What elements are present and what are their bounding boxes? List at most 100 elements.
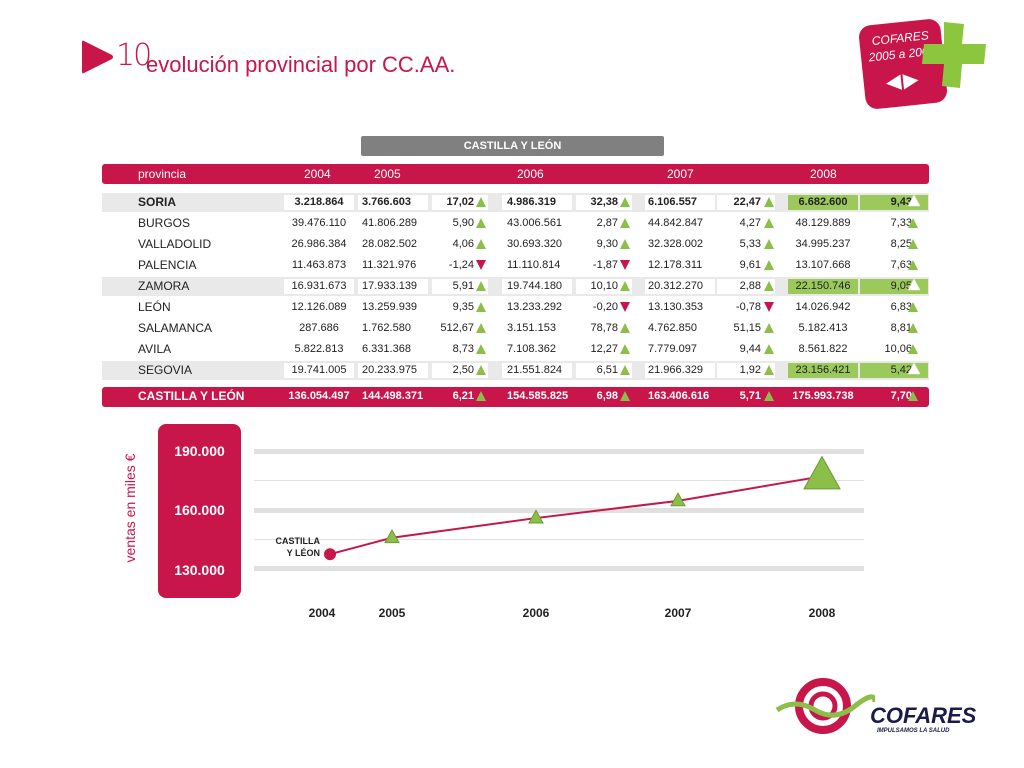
- y-tick-label: 190.000: [174, 443, 225, 459]
- header-provincia: provincia: [138, 167, 187, 181]
- trend-icon: [908, 260, 918, 270]
- trend-icon: [476, 218, 486, 228]
- trend-icon: [908, 239, 918, 249]
- series-label-line: CASTILLA: [275, 536, 321, 546]
- value-2004: 39.476.110: [291, 217, 347, 229]
- value-2005: 13.259.939: [362, 301, 418, 313]
- gridline: [254, 508, 864, 513]
- pct-2008: 8,25: [890, 238, 912, 250]
- value-2006: 11.110.814: [507, 259, 561, 271]
- pct-2007: 2,88: [717, 279, 775, 294]
- trend-icon: [764, 365, 774, 375]
- pct-2006: 9,30: [596, 238, 618, 250]
- value-2006: 13.233.292: [507, 301, 563, 313]
- pct-2006: 12,27: [590, 343, 618, 355]
- province-name: LEÓN: [138, 300, 171, 314]
- table-row: SORIA 3.218.864 3.766.603 17,02 4.986.319 32,…: [102, 193, 929, 212]
- pct-2006: -1,87: [592, 259, 618, 271]
- trend-icon: [764, 239, 774, 249]
- value-2004: 11.463.873: [291, 259, 347, 271]
- trend-icon: [908, 363, 920, 374]
- trend-icon: [764, 391, 774, 401]
- x-tick-label: 2005: [378, 606, 406, 620]
- value-2008: 13.107.668: [795, 259, 851, 271]
- value-2008: 14.026.942: [795, 301, 851, 313]
- cofares-logo-icon: [775, 678, 875, 734]
- y-axis-panel: [158, 424, 241, 598]
- logo-name: COFARES: [870, 703, 977, 728]
- province-name: SORIA: [138, 195, 177, 209]
- data-point: [803, 455, 841, 490]
- table-row: VALLADOLID 26.986.384 28.082.502 4,06 30.693…: [102, 235, 929, 254]
- pct-2007: 1,92: [717, 363, 775, 378]
- trend-icon: [908, 195, 920, 206]
- value-2007: 6.106.557: [645, 195, 715, 210]
- value-2007: 20.312.270: [645, 279, 715, 294]
- table-row: AVILA 5.822.813 6.331.368 8,73 7.108.362 12,2…: [102, 340, 929, 359]
- table-row: ZAMORA 16.931.673 17.933.139 5,91 19.744.180…: [102, 277, 929, 296]
- value-2006: 4.986.319: [502, 195, 572, 210]
- value-2006: 3.151.153: [507, 322, 556, 334]
- pct-2007: 5,33: [739, 238, 761, 250]
- trend-icon: [908, 302, 918, 312]
- gridline: [254, 449, 864, 454]
- trend-icon: [764, 323, 774, 333]
- value-2004: 12.126.089: [291, 301, 347, 313]
- pct-2005: 6,21: [452, 390, 474, 402]
- value-2005: 28.082.502: [362, 238, 418, 250]
- pct-2005: 5,90: [452, 217, 474, 229]
- province-name: ZAMORA: [138, 279, 190, 293]
- logo-tagline: IMPULSAMOS LA SALUD: [877, 728, 950, 734]
- x-tick-label: 2006: [522, 606, 550, 620]
- trend-icon: [620, 391, 630, 401]
- value-2005: 6.331.368: [362, 343, 411, 355]
- value-2004: 3.218.864: [284, 195, 354, 210]
- page-title: evolución provincial por CC.AA.: [146, 52, 456, 77]
- value-2008: 23.156.421: [788, 363, 858, 378]
- trend-icon: [476, 323, 486, 333]
- trend-icon: [476, 281, 486, 291]
- pct-2008: 7,33: [890, 217, 912, 229]
- province-name: CASTILLA Y LEÓN: [138, 389, 245, 403]
- header-2005: 2005: [374, 167, 401, 181]
- x-tick-label: 2008: [808, 606, 836, 620]
- value-2007: 13.130.353: [648, 301, 704, 313]
- series-label-line: Y LÉON: [286, 548, 320, 558]
- trend-icon: [620, 239, 630, 249]
- trend-icon: [476, 239, 486, 249]
- x-tick-label: 2007: [664, 606, 692, 620]
- trend-icon: [764, 260, 774, 270]
- table-header: provincia 2004 2005 2006 2007 2008: [102, 164, 929, 184]
- pct-2005: 9,35: [452, 301, 474, 313]
- data-point: [670, 492, 686, 507]
- value-2006: 30.693.320: [507, 238, 563, 250]
- value-2005: 11.321.976: [362, 259, 417, 271]
- province-name: PALENCIA: [138, 258, 197, 272]
- y-tick-label: 160.000: [174, 502, 225, 518]
- trend-icon: [620, 281, 630, 291]
- pct-2007: 9,44: [739, 343, 761, 355]
- play-icon: [82, 40, 113, 74]
- province-name: AVILA: [138, 342, 172, 356]
- value-2007: 12.178.311: [648, 259, 703, 271]
- value-2006: 7.108.362: [507, 343, 556, 355]
- trend-icon: [476, 365, 486, 375]
- trend-icon: [620, 365, 630, 375]
- header-2004: 2004: [304, 167, 331, 181]
- trend-icon: [476, 344, 486, 354]
- gridline: [254, 480, 864, 481]
- value-2004: 287.686: [299, 322, 339, 334]
- value-2005: 17.933.139: [358, 279, 428, 294]
- trend-icon: [476, 197, 486, 207]
- trend-icon: [764, 302, 774, 312]
- province-name: VALLADOLID: [138, 237, 212, 251]
- pct-2007: 5,71: [739, 390, 761, 402]
- trend-icon: [476, 260, 486, 270]
- trend-icon: [620, 197, 630, 207]
- value-2008: 34.995.237: [795, 238, 851, 250]
- pct-2006: 6,51: [576, 363, 632, 378]
- header-2007: 2007: [667, 167, 694, 181]
- province-name: BURGOS: [138, 216, 191, 230]
- trend-icon: [764, 344, 774, 354]
